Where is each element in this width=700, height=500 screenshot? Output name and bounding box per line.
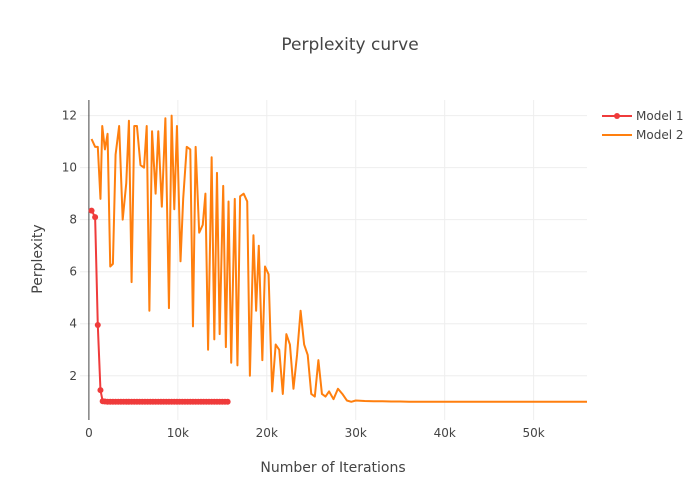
series-model-2 bbox=[90, 114, 587, 403]
y-tick-label: 4 bbox=[69, 317, 77, 331]
x-tick-label: 30k bbox=[345, 426, 367, 440]
data-point bbox=[94, 322, 101, 329]
grid bbox=[80, 100, 587, 420]
chart-title: Perplexity curve bbox=[281, 35, 418, 55]
legend-label: Model 2 bbox=[636, 128, 683, 142]
data-point bbox=[224, 398, 231, 405]
data-point bbox=[97, 387, 104, 394]
legend-item[interactable]: Model 2 bbox=[602, 128, 683, 142]
legend[interactable]: Model 1 Model 2 bbox=[602, 109, 683, 142]
y-tick-label: 2 bbox=[69, 369, 77, 383]
y-tick-label: 12 bbox=[62, 109, 77, 123]
y-axis-title: Perplexity bbox=[30, 224, 46, 293]
legend-label: Model 1 bbox=[636, 109, 683, 123]
x-tick-label: 10k bbox=[167, 426, 189, 440]
data-point bbox=[88, 207, 95, 214]
x-axis-title: Number of Iterations bbox=[260, 460, 405, 476]
y-tick-label: 10 bbox=[62, 161, 77, 175]
plot-area bbox=[88, 114, 587, 405]
axes: 0 10k 20k 30k 40k 50k 2 4 6 8 10 12 bbox=[62, 100, 545, 440]
x-tick-label: 40k bbox=[434, 426, 456, 440]
y-tick-label: 6 bbox=[69, 265, 77, 279]
series-line bbox=[90, 114, 587, 403]
legend-item[interactable]: Model 1 bbox=[602, 109, 683, 123]
x-tick-label: 20k bbox=[256, 426, 278, 440]
x-tick-label: 0 bbox=[85, 426, 93, 440]
x-tick-label: 50k bbox=[523, 426, 545, 440]
legend-swatch-marker bbox=[614, 113, 620, 119]
data-point bbox=[92, 214, 99, 221]
y-tick-label: 8 bbox=[69, 213, 77, 227]
series-model-1 bbox=[88, 207, 231, 405]
